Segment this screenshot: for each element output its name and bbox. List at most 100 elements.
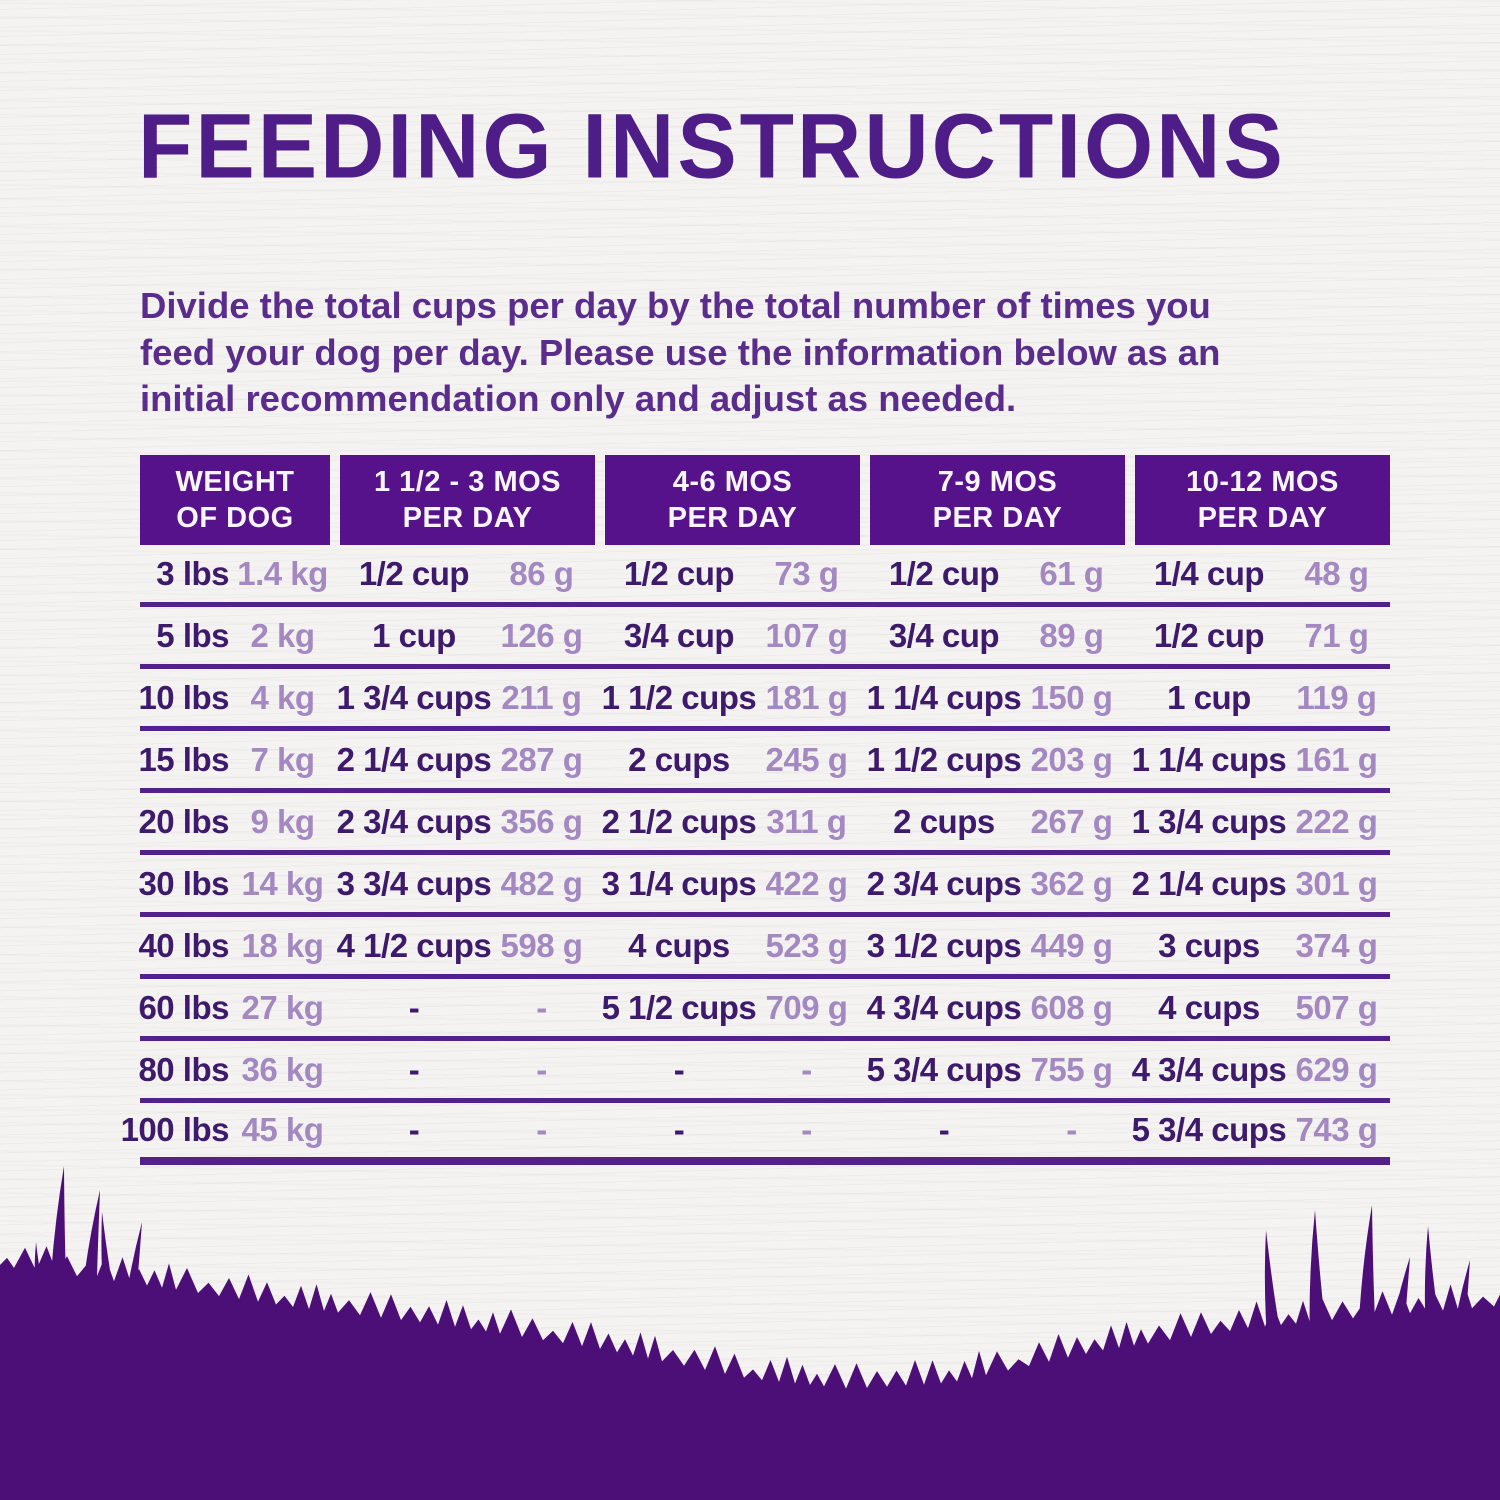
cups-value: 3/4 cup [623,616,735,654]
grams-value: 449 g [1030,926,1113,964]
cell-group-7-9-mos: 3 1/2 cups 449 g [866,917,1125,974]
grams-value: 222 g [1295,802,1378,840]
table-row: 3 lbs 1.4 kg 1/2 cup 86 g 1/2 cup 73 g 1… [140,545,1390,607]
weight-kg-value: 9 kg [250,802,315,840]
grams-value: 598 g [500,926,583,964]
cups-value: 3 cups [1158,926,1260,964]
cell-group-weight: 5 lbs 2 kg [140,607,330,664]
weight-kg-value: 45 kg [241,1111,324,1148]
cell-group-10-12-mos: 3 cups 374 g [1135,917,1390,974]
weight-kg-value: 4 kg [250,678,315,716]
cell-group-4-6-mos: 4 cups 523 g [605,917,860,974]
intro-line-3: initial recommendation only and adjust a… [140,378,1017,419]
weight-lbs-value: 40 lbs [138,926,229,964]
grams-value: 71 g [1304,616,1369,654]
weight-lbs-value: 100 lbs [120,1111,230,1148]
table-row: 30 lbs 14 kg 3 3/4 cups 482 g 3 1/4 cups… [138,855,1390,917]
header-7-9-mos: 7-9 MOS PER DAY [870,455,1125,545]
cups-value: - [673,1111,685,1148]
header-line: PER DAY [1197,502,1328,534]
weight-kg-value: 2 kg [250,616,315,654]
weight-lbs-value: 5 lbs [156,616,229,654]
header-line: 10-12 MOS [1186,466,1339,498]
grams-value: - [536,988,547,1026]
grams-value: - [801,1050,812,1088]
table-header-row: WEIGHT OF DOG 1 1/2 - 3 MOS PER DAY 4-6 … [140,455,1390,545]
cups-value: - [408,988,420,1026]
table-body: 3 lbs 1.4 kg 1/2 cup 86 g 1/2 cup 73 g 1… [121,545,1390,1165]
weight-lbs-value: 10 lbs [138,678,229,716]
header-line: PER DAY [402,502,533,534]
cups-value: 2 1/4 cups [336,740,492,778]
cell-group-weight: 20 lbs 9 kg [138,793,330,850]
grams-value: 211 g [501,678,582,716]
table-row: 10 lbs 4 kg 1 3/4 cups 211 g 1 1/2 cups … [138,669,1390,731]
grams-value: 482 g [500,864,583,902]
grams-value: 374 g [1295,926,1378,964]
header-line: PER DAY [932,502,1063,534]
weight-kg-value: 36 kg [241,1050,324,1088]
cell-group-4-6-mos: 2 cups 245 g [605,731,860,788]
cups-value: 1 3/4 cups [1131,802,1287,840]
grams-value: 709 g [765,988,848,1026]
cell-group-10-12-mos: 1/4 cup 48 g [1135,545,1390,602]
cups-value: 5 1/2 cups [601,988,757,1026]
feeding-table: WEIGHT OF DOG 1 1/2 - 3 MOS PER DAY 4-6 … [121,455,1390,1165]
cell-group-4-6-mos: 2 1/2 cups 311 g [602,793,860,850]
header-line: 4-6 MOS [672,466,793,498]
grams-value: 507 g [1295,988,1378,1026]
header-line: OF DOG [176,502,294,534]
cups-value: 3 1/2 cups [866,926,1022,964]
cell-group-10-12-mos: 4 3/4 cups 629 g [1131,1041,1390,1098]
weight-lbs-value: 80 lbs [138,1050,229,1088]
table-row: 100 lbs 45 kg - - - - - - [121,1103,1390,1165]
cups-value: 2 1/4 cups [1131,864,1287,902]
cups-value: 4 3/4 cups [866,988,1022,1026]
grams-value: 362 g [1030,864,1113,902]
cell-group-7-9-mos: 2 3/4 cups 362 g [867,855,1125,912]
cell-group-1-5-3-mos: 3 3/4 cups 482 g [336,855,595,912]
weight-lbs-value: 30 lbs [138,864,229,902]
cell-group-weight: 80 lbs 36 kg [138,1041,330,1098]
cell-group-weight: 40 lbs 18 kg [138,917,330,974]
cell-group-7-9-mos: 1 1/4 cups 150 g [867,669,1125,726]
cell-group-1-5-3-mos: 1 3/4 cups 211 g [336,669,595,726]
cups-value: 4 3/4 cups [1131,1050,1287,1088]
cell-group-weight: 60 lbs 27 kg [138,979,330,1036]
header-line: PER DAY [667,502,798,534]
header-line: 7-9 MOS [937,466,1058,498]
weight-lbs-value: 60 lbs [138,988,229,1026]
page-title: FEEDING INSTRUCTIONS [138,93,1286,197]
grams-value: - [1066,1111,1077,1148]
table-row: 15 lbs 7 kg 2 1/4 cups 287 g 2 cups 245 … [138,731,1390,793]
cell-group-4-6-mos: 1/2 cup 73 g [605,545,860,602]
weight-kg-value: 18 kg [241,926,324,964]
grams-value: 755 g [1030,1050,1113,1088]
cell-group-10-12-mos: 1 3/4 cups 222 g [1131,793,1390,850]
grams-value: 107 g [765,616,848,654]
cell-group-1-5-3-mos: - - [340,1041,595,1098]
cups-value: 3 1/4 cups [601,864,757,902]
table-row: 5 lbs 2 kg 1 cup 126 g 3/4 cup 107 g 3/4… [140,607,1390,669]
cell-group-7-9-mos: 4 3/4 cups 608 g [866,979,1125,1036]
cell-group-10-12-mos: 2 1/4 cups 301 g [1131,855,1390,912]
cell-group-4-6-mos: - - [605,1103,860,1157]
cups-value: 3 3/4 cups [336,864,492,902]
grams-value: 523 g [765,926,848,964]
cups-value: 1 3/4 cups [336,678,492,716]
cups-value: 4 cups [628,926,730,964]
grams-value: 48 g [1304,554,1369,592]
grass-silhouette-icon [0,1166,1500,1500]
cell-group-4-6-mos: 3/4 cup 107 g [605,607,860,664]
cell-group-1-5-3-mos: - - [340,1103,595,1157]
weight-lbs-value: 3 lbs [156,554,229,592]
cell-group-weight: 100 lbs 45 kg [121,1103,330,1157]
grams-value: 86 g [509,554,574,592]
cups-value: 2 3/4 cups [336,802,492,840]
intro-line-2: feed your dog per day. Please use the in… [140,331,1221,373]
cell-group-1-5-3-mos: 4 1/2 cups 598 g [337,917,595,974]
table-row: 40 lbs 18 kg 4 1/2 cups 598 g 4 cups 523… [138,917,1390,979]
weight-kg-value: 7 kg [250,740,315,778]
cell-group-weight: 10 lbs 4 kg [138,669,330,726]
cell-group-4-6-mos: - - [605,1041,860,1098]
